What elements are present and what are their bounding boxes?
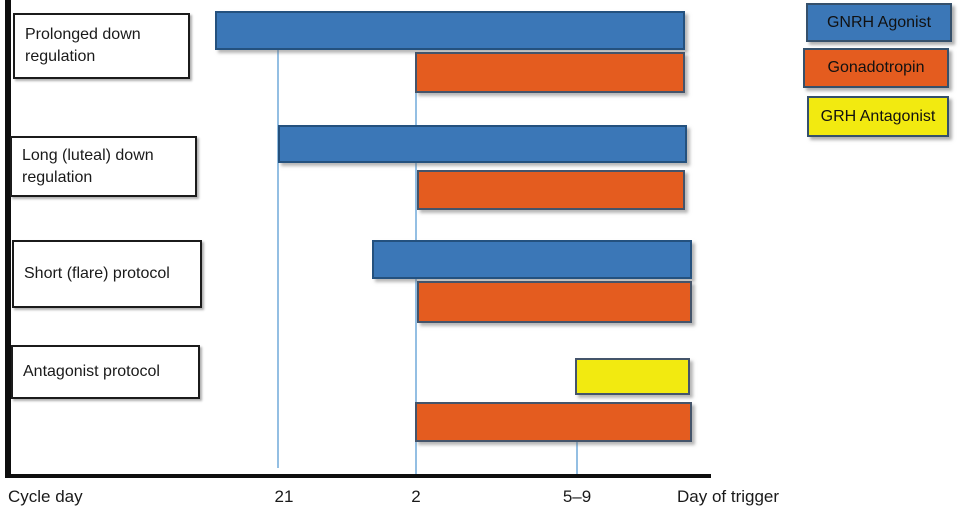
bar-gonadotropin (415, 52, 685, 93)
x-tick-5–9: 5–9 (562, 487, 592, 506)
x-axis-caption-cycle-day: Cycle day (8, 487, 83, 506)
x-tick-21: 21 (274, 487, 294, 506)
bar-gonadotropin (415, 402, 692, 442)
y-axis-line (5, 0, 11, 478)
protocol-label-box: Antagonist protocol (11, 345, 200, 399)
gridline-day-2 (415, 93, 417, 474)
bar-gonadotropin (417, 281, 692, 323)
protocol-label-box: Prolonged down regulation (13, 13, 190, 79)
bar-gnrh-agonist (372, 240, 692, 279)
protocol-label: Short (flare) protocol (24, 265, 170, 283)
bar-grh-antagonist (575, 358, 690, 395)
legend-gnrh-agonist: GNRH Agonist (806, 3, 952, 42)
bar-gnrh-agonist (278, 125, 687, 163)
legend-gonadotropin: Gonadotropin (803, 48, 949, 88)
protocol-label: Prolonged down regulation (25, 26, 141, 65)
protocol-label: Antagonist protocol (23, 363, 160, 381)
x-axis-line (5, 474, 711, 478)
gridline-day-5–9 (576, 442, 578, 474)
protocol-label-box: Long (luteal) down regulation (10, 136, 197, 197)
x-tick-2: 2 (411, 487, 421, 506)
protocol-label-box: Short (flare) protocol (12, 240, 202, 308)
legend-grh-antagonist: GRH Antagonist (807, 96, 949, 137)
x-axis-caption-day-of-trigger: Day of trigger (677, 487, 780, 506)
protocol-label: Long (luteal) down regulation (22, 146, 154, 186)
bar-gonadotropin (417, 170, 685, 210)
bar-gnrh-agonist (215, 11, 685, 50)
gridline-day-21 (277, 50, 279, 468)
